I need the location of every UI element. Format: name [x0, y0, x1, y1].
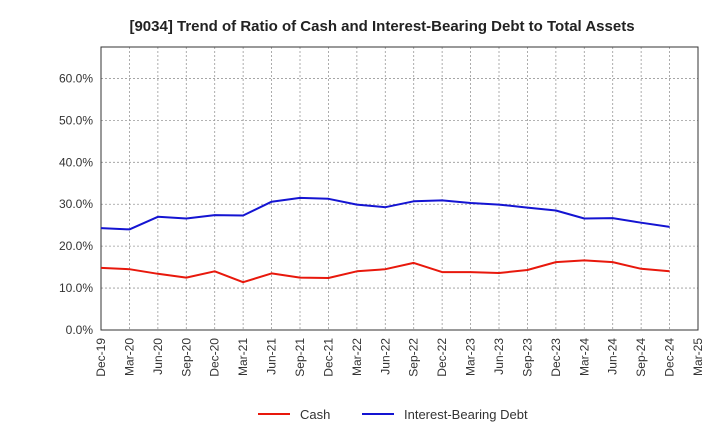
x-tick-label: Sep-24: [634, 338, 648, 377]
x-tick-label: Mar-25: [691, 338, 705, 376]
x-tick-label: Jun-24: [606, 338, 620, 375]
x-tick-label: Dec-24: [663, 338, 677, 377]
x-tick-label: Dec-22: [435, 338, 449, 377]
plot-frame: [100, 46, 699, 331]
legend-label: Interest-Bearing Debt: [404, 407, 528, 422]
x-tick-label: Dec-21: [321, 338, 335, 377]
x-tick-label: Mar-23: [464, 338, 478, 376]
x-tick-label: Sep-21: [293, 338, 307, 377]
legend: Cash Interest-Bearing Debt: [258, 407, 528, 422]
chart-title: [9034] Trend of Ratio of Cash and Intere…: [129, 18, 634, 35]
y-tick-label: 0.0%: [66, 323, 94, 337]
y-tick-label: 20.0%: [59, 239, 93, 253]
y-tick-label: 40.0%: [59, 155, 93, 169]
grid: [101, 47, 698, 330]
x-tick-label: Mar-21: [236, 338, 250, 376]
y-tick-label: 10.0%: [59, 281, 93, 295]
x-tick-label: Sep-23: [520, 338, 534, 377]
x-tick-label: Sep-22: [407, 338, 421, 377]
y-tick-label: 50.0%: [59, 113, 93, 127]
x-tick-label: Jun-22: [378, 338, 392, 375]
series-line-interest-bearing-debt: [100, 196, 670, 231]
series-line-cash: [100, 259, 670, 284]
series-layer: [100, 196, 670, 284]
x-axis: Dec-19 Mar-20 Jun-20 Sep-20 Dec-20 Mar-21 Jun-…: [94, 338, 705, 377]
x-tick-label: Dec-20: [208, 338, 222, 377]
x-tick-label: Mar-20: [122, 338, 136, 376]
y-tick-label: 30.0%: [59, 197, 93, 211]
x-tick-label: Dec-19: [94, 338, 108, 377]
x-tick-label: Jun-23: [492, 338, 506, 375]
x-tick-label: Jun-21: [265, 338, 279, 375]
y-tick-label: 60.0%: [59, 71, 93, 85]
x-tick-label: Mar-22: [350, 338, 364, 376]
y-axis: 0.0% 10.0% 20.0% 30.0% 40.0% 50.0% 60.0%: [59, 71, 93, 337]
plot-border: [100, 46, 699, 331]
x-tick-label: Jun-20: [151, 338, 165, 375]
x-tick-label: Sep-20: [179, 338, 193, 377]
x-tick-label: Mar-24: [577, 338, 591, 376]
legend-label: Cash: [300, 407, 330, 422]
x-tick-label: Dec-23: [549, 338, 563, 377]
